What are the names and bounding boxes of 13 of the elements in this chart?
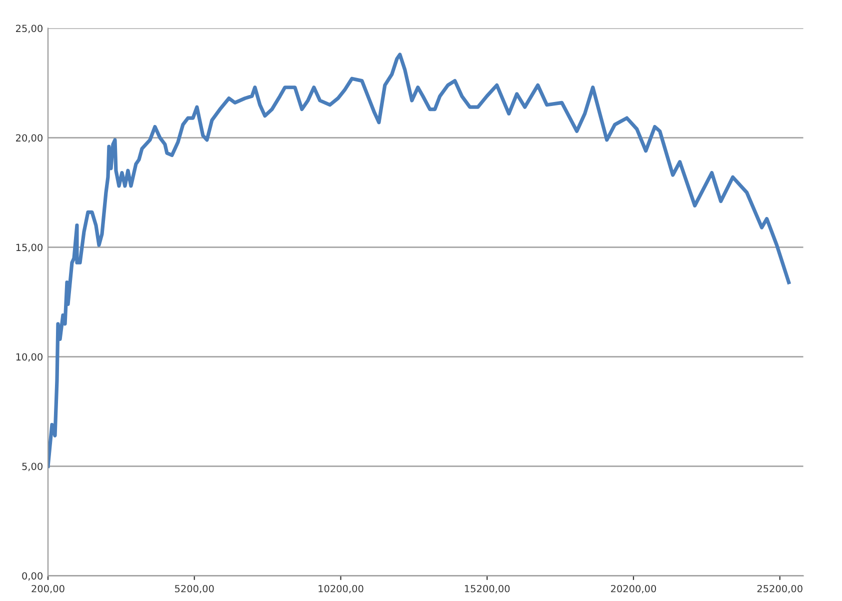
y-tick-label: 5,00 — [22, 462, 42, 472]
x-tick-label: 25200,00 — [757, 584, 802, 594]
x-tick-label: 5200,00 — [175, 584, 214, 594]
x-tick-label: 10200,00 — [318, 584, 364, 594]
y-tick-label: 20,00 — [16, 134, 42, 143]
y-tick-label: 25,00 — [16, 24, 42, 34]
x-tick-label: 20200,00 — [610, 584, 656, 594]
x-tick-label: 200,00 — [32, 584, 64, 594]
y-tick-label: 10,00 — [16, 353, 42, 362]
y-tick-label: 15,00 — [16, 244, 42, 252]
x-tick-label: 15200,00 — [464, 584, 510, 594]
y-tick-label: 0,00 — [22, 572, 42, 581]
line-series — [48, 52, 791, 468]
